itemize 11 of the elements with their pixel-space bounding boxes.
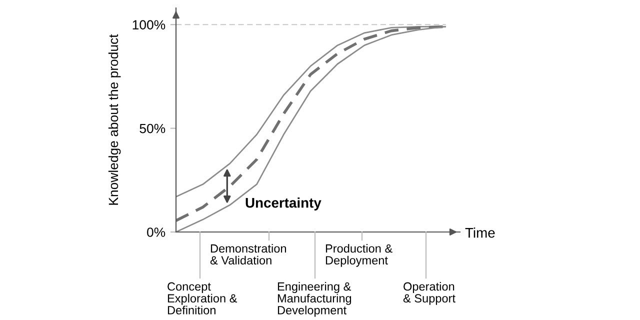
y-tick-label: 50% bbox=[140, 124, 166, 134]
text: Concept Exploration & Definition bbox=[168, 282, 238, 314]
text: Demonstration & Validation bbox=[210, 244, 286, 265]
text: Engineering & Manufacturing Development bbox=[278, 282, 352, 317]
y-tick-label: 100% bbox=[132, 20, 166, 30]
text: Production & Deployment bbox=[326, 244, 392, 267]
x-axis-title: Time bbox=[465, 228, 495, 238]
y-tick-label: 0% bbox=[147, 228, 166, 237]
text: Operation & Support bbox=[403, 282, 456, 305]
annotation: Uncertainty bbox=[246, 198, 322, 210]
y-axis-title: Knowledge about the product bbox=[108, 34, 121, 205]
